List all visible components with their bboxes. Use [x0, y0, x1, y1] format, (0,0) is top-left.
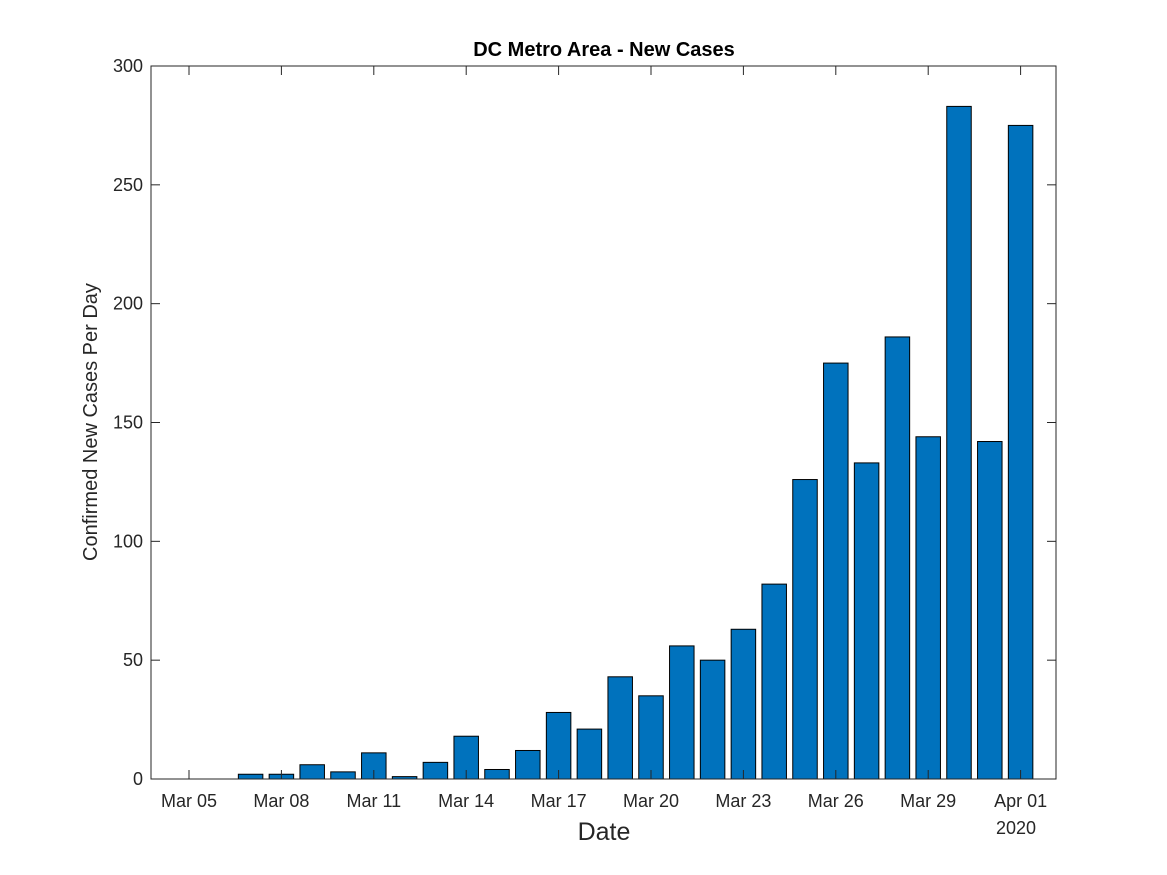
bar-mar-25: [823, 362, 849, 780]
bar-mar-23: [761, 583, 787, 780]
bar-mar-29: [946, 105, 972, 780]
bar-mar-19: [638, 695, 664, 780]
y-axis: 0 50 100 150 200 250 300: [113, 56, 1056, 789]
x-tick-label: Mar 11: [346, 791, 401, 811]
x-tick-label: Mar 08: [253, 791, 309, 811]
x-tick-label: Mar 14: [438, 791, 494, 811]
y-tick-label: 300: [113, 56, 143, 76]
bar-mar-20: [669, 645, 695, 780]
y-tick-label: 0: [133, 769, 143, 789]
bar-mar-31: [1007, 124, 1034, 780]
bar-mar-22: [730, 628, 757, 780]
bar-mar-06: [237, 773, 264, 780]
bars-group: [237, 105, 1034, 780]
chart-title: DC Metro Area - New Cases: [473, 39, 735, 61]
bar-mar-08: [299, 764, 325, 780]
bar-mar-21: [699, 659, 726, 780]
bar-mar-24: [792, 479, 818, 780]
bar-mar-26: [853, 462, 880, 780]
y-tick-label: 250: [113, 175, 143, 195]
bar-mar-17: [576, 728, 603, 780]
x-tick-label: Mar 05: [161, 791, 217, 811]
bar-mar-18: [607, 676, 633, 780]
bar-mar-12: [422, 761, 449, 780]
x-tick-label: Mar 23: [715, 791, 771, 811]
x-axis-year-label: 2020: [996, 818, 1036, 838]
y-tick-label: 100: [113, 531, 143, 551]
y-tick-label: 50: [123, 650, 143, 670]
bar-mar-10: [361, 752, 387, 780]
bar-mar-09: [330, 771, 356, 780]
x-axis: Mar 05 Mar 08 Mar 11 Mar 14 Mar 17 Mar 20 Mar …: [161, 66, 1047, 811]
bar-mar-14: [484, 768, 510, 780]
x-tick-label: Mar 26: [808, 791, 864, 811]
bar-mar-28: [915, 436, 941, 780]
x-tick-label: Apr 01: [994, 791, 1047, 811]
bar-mar-30: [977, 441, 1003, 780]
bar-mar-16: [545, 711, 572, 780]
bar-mar-27: [884, 336, 911, 780]
y-tick-label: 200: [113, 294, 143, 314]
x-axis-label: Date: [578, 818, 631, 846]
y-tick-label: 150: [113, 413, 143, 433]
x-tick-label: Mar 17: [531, 791, 587, 811]
bar-mar-15: [515, 749, 541, 780]
y-axis-label: Confirmed New Cases Per Day: [80, 283, 102, 561]
x-tick-label: Mar 20: [623, 791, 679, 811]
x-tick-label: Mar 29: [900, 791, 956, 811]
